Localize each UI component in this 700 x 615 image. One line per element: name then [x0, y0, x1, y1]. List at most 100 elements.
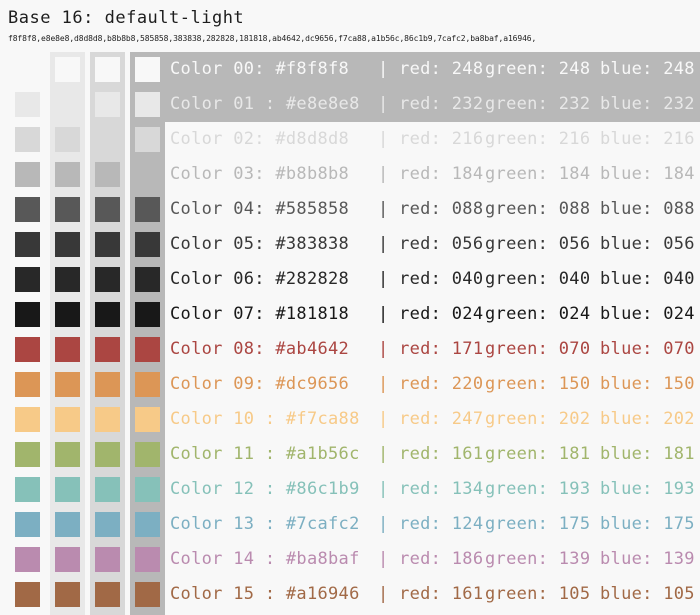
green-value: green: 184 — [485, 164, 591, 184]
color-name: Color 05: #383838 — [170, 234, 350, 254]
color-swatch — [135, 372, 160, 397]
color-name: Color 11 : #a1b56c — [170, 444, 360, 464]
color-swatch — [55, 512, 80, 537]
color-swatch — [135, 512, 160, 537]
color-name: Color 01 : #e8e8e8 — [170, 94, 360, 114]
green-value: green: 150 — [485, 374, 591, 394]
color-swatch — [135, 407, 160, 432]
blue-value: blue: 088 — [600, 199, 695, 219]
color-swatch — [135, 582, 160, 607]
green-value: green: 056 — [485, 234, 591, 254]
color-swatch — [135, 127, 160, 152]
color-swatch — [15, 442, 40, 467]
color-row-label: Color 05: #383838 | red: 056 green: 056 blu… — [170, 227, 700, 262]
red-value: | red: 171 — [378, 339, 484, 359]
color-swatch — [15, 162, 40, 187]
green-value: green: 181 — [485, 444, 591, 464]
color-swatch — [15, 92, 40, 117]
color-name: Color 10 : #f7ca88 — [170, 409, 360, 429]
color-swatch — [55, 547, 80, 572]
row-highlight — [130, 87, 700, 122]
color-swatch — [95, 407, 120, 432]
green-value: green: 216 — [485, 129, 591, 149]
color-row-label: Color 00: #f8f8f8 | red: 248 green: 248 blu… — [170, 52, 700, 87]
color-swatch — [95, 582, 120, 607]
red-value: | red: 040 — [378, 269, 484, 289]
green-value: green: 248 — [485, 59, 591, 79]
color-swatch — [95, 197, 120, 222]
color-swatch — [95, 477, 120, 502]
color-swatch — [95, 92, 120, 117]
red-value: | red: 056 — [378, 234, 484, 254]
color-swatch — [95, 512, 120, 537]
blue-value: blue: 139 — [600, 549, 695, 569]
color-row-label: Color 11 : #a1b56c | red: 161 green: 181 bl… — [170, 437, 700, 472]
color-name: Color 12 : #86c1b9 — [170, 479, 360, 499]
color-row-label: Color 12 : #86c1b9 | red: 134 green: 193 bl… — [170, 472, 700, 507]
blue-value: blue: 175 — [600, 514, 695, 534]
color-swatch — [55, 57, 80, 82]
red-value: | red: 024 — [378, 304, 484, 324]
color-row-label: Color 14 : #ba8baf | red: 186 green: 139 bl… — [170, 542, 700, 577]
blue-value: blue: 105 — [600, 584, 695, 604]
blue-value: blue: 024 — [600, 304, 695, 324]
red-value: | red: 216 — [378, 129, 484, 149]
color-row-label: Color 06: #282828 | red: 040 green: 040 blu… — [170, 262, 700, 297]
color-swatch — [135, 162, 160, 187]
color-row-label: Color 13 : #7cafc2 | red: 124 green: 175 bl… — [170, 507, 700, 542]
color-swatch — [95, 267, 120, 292]
color-swatch — [15, 127, 40, 152]
red-value: | red: 248 — [378, 59, 484, 79]
blue-value: blue: 056 — [600, 234, 695, 254]
color-swatch — [135, 442, 160, 467]
color-swatch — [55, 92, 80, 117]
color-swatch — [55, 162, 80, 187]
color-swatch — [95, 57, 120, 82]
red-value: | red: 124 — [378, 514, 484, 534]
color-swatch — [135, 267, 160, 292]
color-swatch — [135, 337, 160, 362]
color-swatch — [135, 92, 160, 117]
color-swatch — [15, 302, 40, 327]
color-swatch — [95, 302, 120, 327]
color-swatch — [135, 477, 160, 502]
color-row-label: Color 09: #dc9656 | red: 220 green: 150 blu… — [170, 367, 700, 402]
color-row-label: Color 08: #ab4642 | red: 171 green: 070 blu… — [170, 332, 700, 367]
color-swatch — [95, 547, 120, 572]
red-value: | red: 247 — [378, 409, 484, 429]
color-swatch — [55, 232, 80, 257]
red-value: | red: 161 — [378, 444, 484, 464]
blue-value: blue: 232 — [600, 94, 695, 114]
color-name: Color 13 : #7cafc2 — [170, 514, 360, 534]
row-highlight — [130, 52, 700, 87]
red-value: | red: 161 — [378, 584, 484, 604]
color-row-label: Color 10 : #f7ca88 | red: 247 green: 202 bl… — [170, 402, 700, 437]
color-swatch — [95, 442, 120, 467]
color-swatch — [55, 407, 80, 432]
color-swatch — [135, 547, 160, 572]
blue-value: blue: 150 — [600, 374, 695, 394]
color-name: Color 15 : #a16946 — [170, 584, 360, 604]
color-swatch — [135, 57, 160, 82]
color-row-label: Color 15 : #a16946 | red: 161 green: 105 bl… — [170, 577, 700, 612]
color-swatch — [15, 582, 40, 607]
color-swatch — [95, 127, 120, 152]
green-value: green: 088 — [485, 199, 591, 219]
green-value: green: 202 — [485, 409, 591, 429]
red-value: | red: 134 — [378, 479, 484, 499]
color-swatch — [55, 442, 80, 467]
color-swatch — [15, 232, 40, 257]
color-swatch — [15, 477, 40, 502]
color-swatch — [15, 267, 40, 292]
color-swatch — [135, 232, 160, 257]
page-title: Base 16: default-light — [8, 8, 245, 28]
blue-value: blue: 181 — [600, 444, 695, 464]
blue-value: blue: 040 — [600, 269, 695, 289]
color-swatch — [15, 407, 40, 432]
color-name: Color 04: #585858 — [170, 199, 350, 219]
color-swatch — [15, 337, 40, 362]
color-swatch — [95, 162, 120, 187]
color-swatch — [135, 197, 160, 222]
blue-value: blue: 193 — [600, 479, 695, 499]
color-swatch — [95, 232, 120, 257]
